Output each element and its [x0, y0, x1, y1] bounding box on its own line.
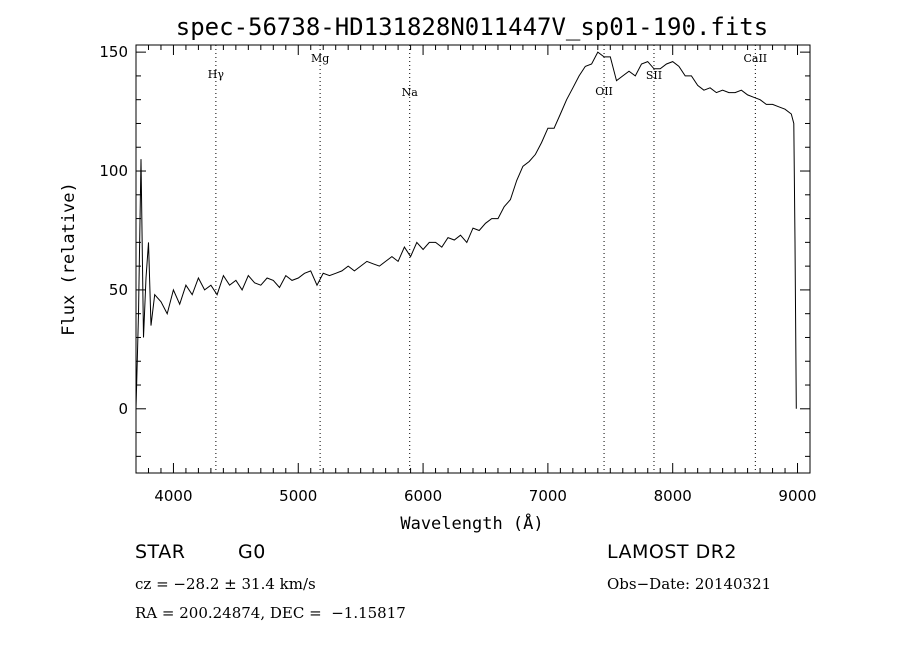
y-axis-label: Flux (relative) [59, 182, 79, 336]
axis-ticks: 4000 5000 6000 7000 8000 9000 0 50 100 150 [99, 43, 816, 505]
plot-frame [135, 44, 811, 474]
y-tick-label: 50 [109, 281, 128, 299]
spectral-line-label: Na [402, 86, 419, 99]
ra-dec: RA = 200.24874, DEC = −1.15817 [135, 604, 406, 622]
y-tick-label: 150 [99, 43, 128, 61]
x-tick-label: 7000 [529, 487, 567, 505]
x-tick-label: 8000 [654, 487, 692, 505]
y-tick-label: 0 [118, 400, 128, 418]
survey-name: LAMOST DR2 [607, 541, 737, 563]
chart-title: spec-56738-HD131828N011447V_sp01-190.fit… [176, 13, 768, 41]
obs-date: Obs−Date: 20140321 [607, 575, 772, 593]
redshift-cz: cz = −28.2 ± 31.4 km/s [135, 575, 316, 593]
x-tick-label: 9000 [778, 487, 816, 505]
spectral-line-label: CaII [743, 52, 767, 65]
spectral-line-label: Hγ [208, 68, 225, 81]
x-tick-label: 4000 [154, 487, 192, 505]
spectral-line-label: Mg [311, 52, 329, 65]
spectral-line-markers: Hγ Mg Na OII SII CaII [208, 45, 767, 473]
spectral-line-label: OII [595, 85, 613, 98]
y-tick-label: 100 [99, 162, 128, 180]
subclass: G0 [238, 541, 266, 563]
spectrum-series-line [135, 51, 797, 409]
x-tick-label: 5000 [279, 487, 317, 505]
object-type: STAR [135, 541, 186, 563]
x-axis-label: Wavelength (Å) [400, 512, 543, 534]
spectral-line-label: SII [646, 69, 662, 82]
x-tick-label: 6000 [404, 487, 442, 505]
